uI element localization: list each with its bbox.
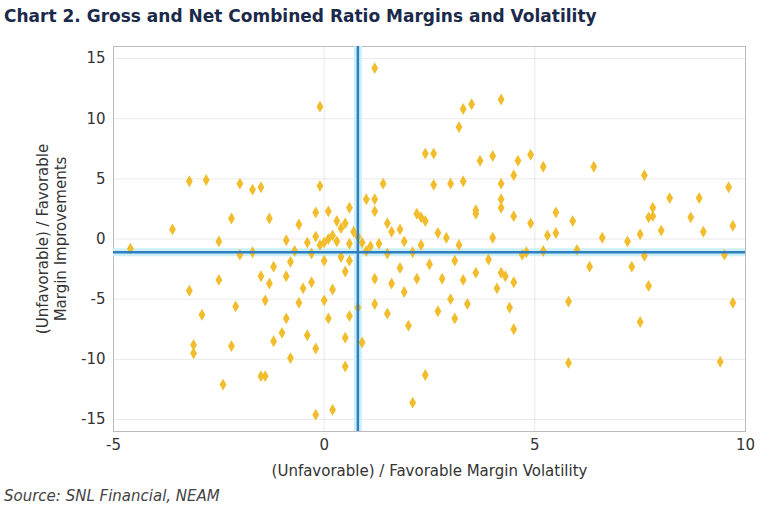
svg-text:-15: -15: [81, 410, 106, 428]
svg-text:-5: -5: [106, 436, 121, 454]
html-text:Source: SNL Financial, NEAM: Source: SNL Financial, NEAM: [4, 487, 220, 505]
svg-text:(Unfavorable) / Favorable Marg: (Unfavorable) / Favorable Margin Volatil…: [272, 462, 588, 480]
svg-text:-10: -10: [81, 350, 106, 368]
svg-text:15: 15: [86, 49, 105, 67]
svg-text:5: 5: [530, 436, 540, 454]
svg-text:0: 0: [319, 436, 329, 454]
svg-text:-5: -5: [91, 290, 106, 308]
svg-text:(Unfavorable) / FavorableMargi: (Unfavorable) / FavorableMargin Improvem…: [34, 144, 70, 334]
svg-text:5: 5: [96, 170, 106, 188]
svg-text:10: 10: [86, 109, 105, 127]
html-text:Chart 2. Gross and Net Combine: Chart 2. Gross and Net Combined Ratio Ma…: [4, 6, 597, 26]
svg-text:0: 0: [96, 230, 106, 248]
svg-text:10: 10: [736, 436, 755, 454]
